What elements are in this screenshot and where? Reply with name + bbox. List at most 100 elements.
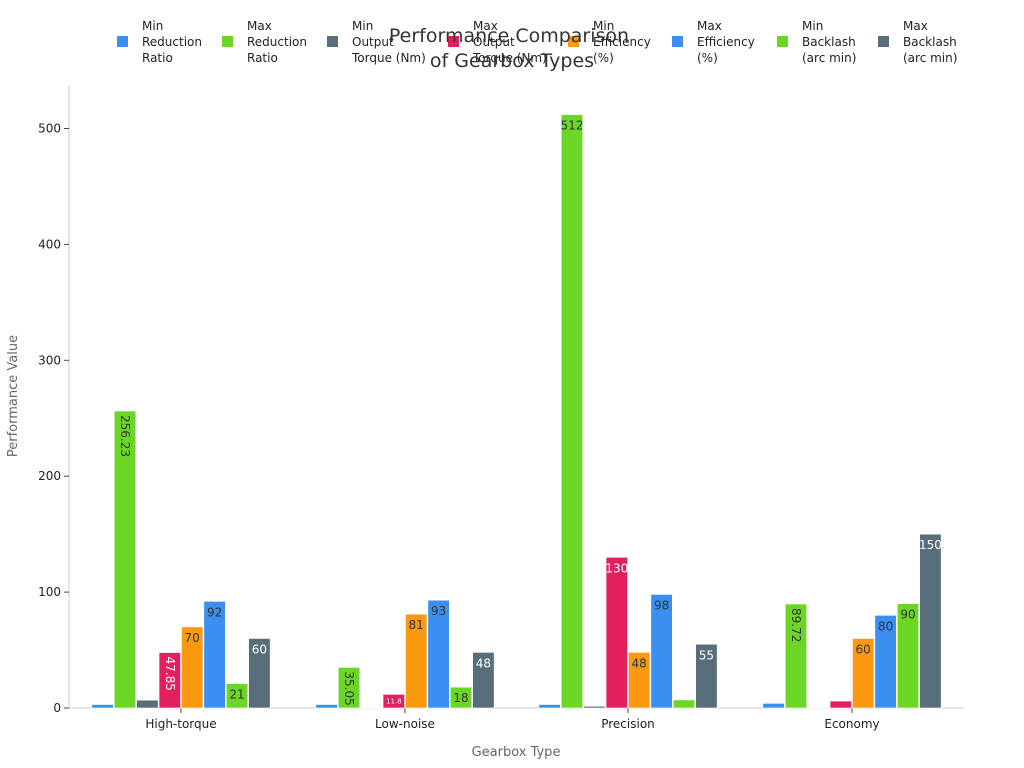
bar xyxy=(382,694,405,709)
legend: Min Reduction Ratio Max Reduction Ratio Min Out… xyxy=(117,19,957,65)
bar-value-label: 150 xyxy=(919,538,942,552)
bar xyxy=(91,704,114,709)
chart-title-line-2: of Gearbox Types xyxy=(430,50,594,72)
legend-text-line: Max xyxy=(903,19,928,33)
legend-text-line: Reduction xyxy=(247,35,307,49)
bar xyxy=(919,533,942,709)
legend-text-line: (%) xyxy=(697,51,718,65)
bar-value-label: 18 xyxy=(453,691,468,705)
bar xyxy=(472,652,495,709)
bar xyxy=(337,667,361,709)
y-tick-label: 500 xyxy=(38,122,61,136)
bar-value-label: 256.23 xyxy=(118,415,132,457)
bar xyxy=(560,114,584,709)
bar-value-label: 48 xyxy=(632,656,647,670)
y-tick-label: 0 xyxy=(53,701,61,715)
bar-value-label: 80 xyxy=(878,619,893,633)
bar xyxy=(181,626,204,709)
bar-value-label: 35.05 xyxy=(342,671,356,705)
bar xyxy=(874,614,897,709)
bar xyxy=(583,705,606,709)
bar xyxy=(248,638,271,709)
legend-item: Min Output Torque (Nm) xyxy=(351,19,426,65)
bar-value-label: 90 xyxy=(900,608,915,622)
bar xyxy=(405,613,428,709)
legend-swatch xyxy=(672,36,683,47)
legend-text-line: Ratio xyxy=(142,51,173,65)
legend-text-line: Efficiency xyxy=(697,35,755,49)
legend-item: Max Backlash (arc min) xyxy=(903,19,957,65)
bar xyxy=(360,707,383,709)
bar xyxy=(136,699,159,709)
legend-text-line: Output xyxy=(473,35,515,49)
bar-value-label: 89.72 xyxy=(789,608,803,642)
bar xyxy=(672,699,696,709)
x-tick-label: Low-noise xyxy=(375,717,435,731)
legend-swatch xyxy=(777,36,788,47)
legend-text-line: Max xyxy=(247,19,272,33)
legend-text-line: (arc min) xyxy=(802,51,856,65)
bar xyxy=(113,410,137,709)
y-tick-label: 200 xyxy=(38,469,61,483)
bar-value-label: 60 xyxy=(856,642,871,656)
bar-value-label: 98 xyxy=(654,598,669,612)
legend-text-line: Min xyxy=(352,19,373,33)
bar-value-label: 47.85 xyxy=(163,657,177,691)
legend-swatch xyxy=(117,36,128,47)
bar xyxy=(538,704,561,709)
legend-text-line: Ratio xyxy=(247,51,278,65)
legend-text-line: Min xyxy=(593,19,614,33)
bar xyxy=(852,638,875,709)
axes: 0 100 200 300 400 500 High-torque Low-noise Prec… xyxy=(38,85,964,731)
bar xyxy=(427,599,450,709)
bar xyxy=(628,652,651,709)
bar-value-label: 70 xyxy=(185,631,200,645)
bar xyxy=(807,707,830,709)
legend-swatch xyxy=(448,36,459,47)
bar xyxy=(650,594,673,709)
legend-text-line: Efficiency xyxy=(593,35,651,49)
bar xyxy=(762,703,785,709)
y-tick-label: 300 xyxy=(38,353,61,367)
legend-swatch xyxy=(222,36,233,47)
bar-value-label: 21 xyxy=(229,688,244,702)
bar-value-label: 130 xyxy=(605,561,628,575)
chart-title: Performance Comparison of Gearbox Types xyxy=(389,25,635,72)
bar xyxy=(203,601,226,709)
bar-value-label: 93 xyxy=(431,604,446,618)
legend-text-line: Output xyxy=(352,35,394,49)
y-tick-label: 400 xyxy=(38,237,61,251)
legend-item: Max Efficiency (%) xyxy=(697,19,755,65)
bar xyxy=(315,704,338,709)
legend-text-line: Min xyxy=(142,19,163,33)
y-tick-label: 100 xyxy=(38,585,61,599)
bar-value-label: 11.8 xyxy=(386,697,402,705)
bar-value-label: 55 xyxy=(699,648,714,662)
legend-text-line: Torque (Nm) xyxy=(472,51,547,65)
legend-swatch xyxy=(568,36,579,47)
legend-item: Min Reduction Ratio xyxy=(142,19,202,65)
legend-text-line: Max xyxy=(697,19,722,33)
legend-item: Min Backlash (arc min) xyxy=(802,19,856,65)
bar xyxy=(829,700,852,709)
bar xyxy=(225,683,249,709)
bar xyxy=(449,686,473,709)
bar xyxy=(896,603,920,709)
legend-text-line: Max xyxy=(473,19,498,33)
legend-text-line: (arc min) xyxy=(903,51,957,65)
y-axis-title: Performance Value xyxy=(6,335,21,457)
legend-text-line: Backlash xyxy=(903,35,957,49)
legend-swatch xyxy=(878,36,889,47)
bars: 256.23 47.85 70 92 21 60 35.05 11.8 81 93 18 48 512 1… xyxy=(91,114,942,709)
bar-value-label: 60 xyxy=(252,642,267,656)
bar xyxy=(605,557,628,709)
x-axis-title: Gearbox Type xyxy=(472,745,561,760)
legend-text-line: Torque (Nm) xyxy=(351,51,426,65)
chart-title-line-1: Performance Comparison xyxy=(389,25,629,47)
legend-item: Max Reduction Ratio xyxy=(247,19,307,65)
bar-value-label: 92 xyxy=(207,605,222,619)
x-tick-label: Economy xyxy=(824,717,879,731)
bar-value-label: 48 xyxy=(476,656,491,670)
x-tick-label: High-torque xyxy=(145,717,216,731)
